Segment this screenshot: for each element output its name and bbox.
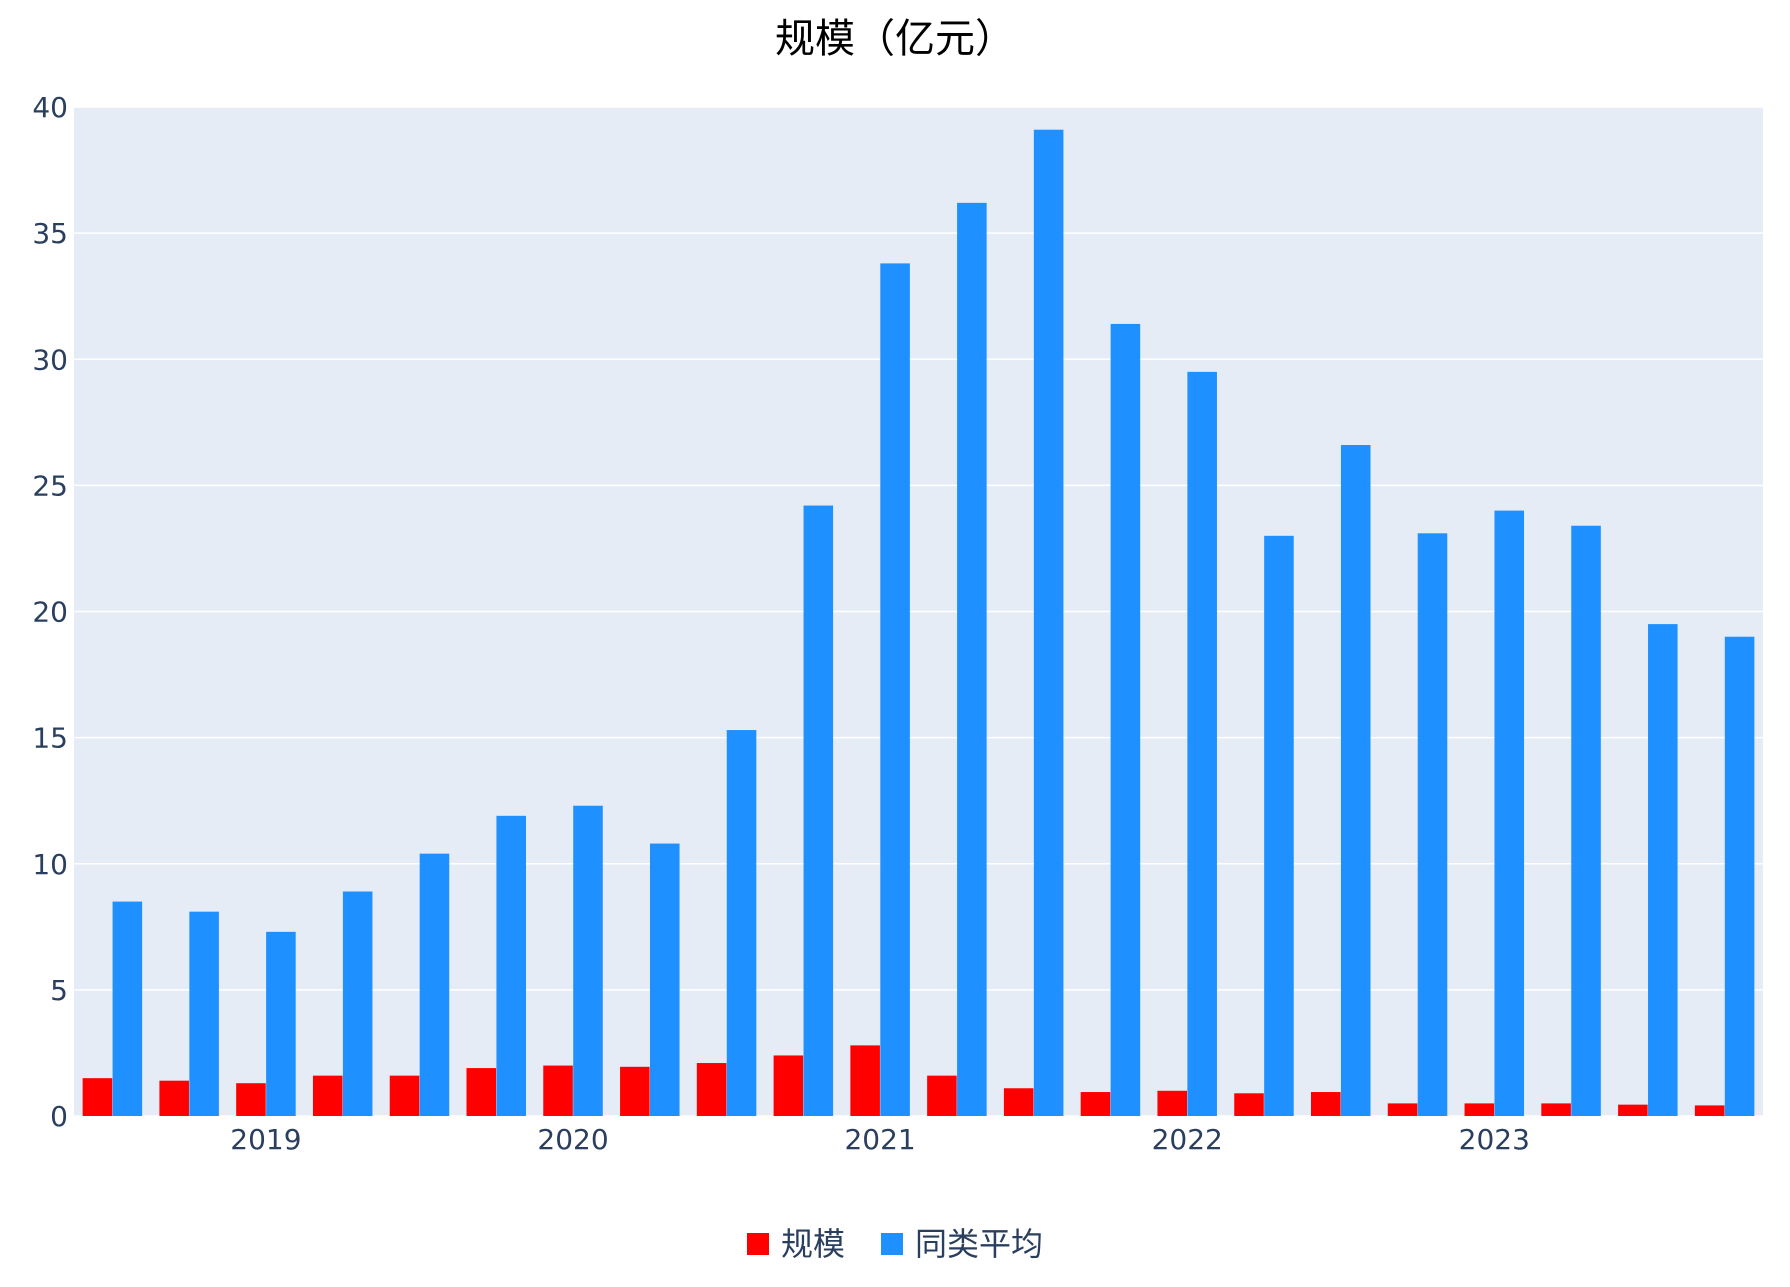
bar (957, 202, 987, 1117)
bar (1494, 510, 1525, 1117)
x-tick-label: 2023 (1459, 1123, 1530, 1156)
y-tick-label: 5 (50, 974, 68, 1007)
bar (466, 1068, 497, 1116)
y-tick-label: 15 (32, 722, 68, 755)
bar (1110, 323, 1141, 1116)
bar (1157, 1090, 1188, 1116)
bar (1387, 1103, 1418, 1116)
bar (266, 931, 296, 1116)
bar (803, 505, 834, 1116)
y-tick-label: 0 (50, 1100, 68, 1133)
bar (850, 1045, 880, 1116)
bar (112, 901, 143, 1116)
x-tick-label: 2022 (1152, 1123, 1223, 1156)
bar (1187, 371, 1217, 1116)
legend-swatch (747, 1233, 769, 1255)
y-tick-label: 30 (32, 343, 68, 376)
bar (1264, 535, 1294, 1116)
bar (880, 263, 910, 1116)
bars (82, 129, 1755, 1117)
bar (1724, 636, 1755, 1116)
bar (573, 805, 603, 1116)
y-tick-label: 25 (32, 469, 68, 502)
y-axis-ticks: 0 5 10 15 20 25 30 35 40 (32, 91, 68, 1133)
bar (1033, 129, 1064, 1116)
bar (1571, 525, 1601, 1116)
bar (82, 1078, 113, 1116)
chart-title: 规模（亿元） (775, 16, 1015, 62)
bar (189, 911, 219, 1116)
bar (1417, 533, 1448, 1116)
bar (1234, 1093, 1264, 1116)
bar (726, 730, 757, 1116)
y-tick-label: 35 (32, 217, 68, 250)
legend-label: 规模 (781, 1225, 845, 1263)
x-tick-label: 2019 (230, 1123, 301, 1156)
bar (1648, 624, 1678, 1116)
bar (1080, 1092, 1111, 1116)
bar (1618, 1104, 1648, 1116)
bar (1464, 1103, 1495, 1116)
bar (389, 1075, 420, 1116)
legend: 规模 同类平均 (747, 1225, 1043, 1263)
bar (620, 1066, 650, 1116)
bar (1694, 1105, 1725, 1116)
bar (927, 1075, 957, 1116)
y-tick-label: 20 (32, 596, 68, 629)
bar (1003, 1088, 1034, 1116)
y-tick-label: 40 (32, 91, 68, 124)
bar (419, 853, 450, 1116)
y-tick-label: 10 (32, 848, 68, 881)
x-tick-label: 2020 (537, 1123, 608, 1156)
bar (342, 891, 373, 1116)
bar (159, 1080, 189, 1116)
x-tick-label: 2021 (844, 1123, 915, 1156)
bar (649, 843, 680, 1116)
bar (496, 815, 526, 1116)
legend-label: 同类平均 (915, 1225, 1043, 1263)
bar (1311, 1092, 1341, 1116)
x-axis-ticks: 2019 2020 2021 2022 2023 (230, 1123, 1530, 1156)
bar (312, 1075, 343, 1116)
bar (1541, 1103, 1571, 1116)
legend-swatch (881, 1233, 903, 1255)
bar (543, 1065, 573, 1116)
bar (236, 1083, 266, 1116)
bar (1340, 445, 1371, 1116)
bar (773, 1055, 804, 1116)
bar (696, 1063, 727, 1116)
